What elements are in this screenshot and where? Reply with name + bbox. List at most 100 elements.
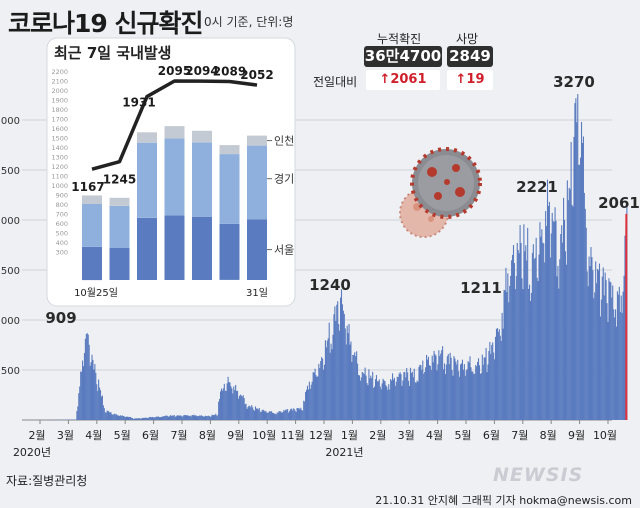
main-daily-bar	[508, 302, 509, 420]
main-daily-bar	[568, 200, 569, 420]
main-daily-bar	[310, 389, 311, 420]
inset-y-tick-label: 1300	[51, 154, 68, 162]
main-daily-bar	[143, 418, 144, 420]
main-daily-bar	[615, 309, 616, 420]
main-daily-bar	[196, 416, 197, 420]
main-daily-bar	[366, 376, 367, 420]
main-daily-bar	[554, 222, 555, 420]
main-daily-bar	[430, 366, 431, 420]
main-daily-bar	[344, 314, 345, 420]
main-daily-bar	[158, 416, 159, 420]
main-daily-bar	[391, 381, 392, 420]
main-daily-bar	[331, 344, 332, 420]
main-daily-bar	[283, 410, 284, 420]
main-daily-bar	[183, 415, 184, 420]
main-daily-bar	[434, 351, 435, 420]
main-daily-bar	[409, 386, 410, 420]
inset-series-label: 인천	[274, 134, 294, 148]
main-daily-bar	[387, 390, 388, 420]
main-daily-bar	[265, 411, 266, 420]
main-daily-bar	[478, 358, 479, 420]
main-daily-bar	[435, 354, 436, 420]
main-daily-bar	[358, 375, 359, 420]
main-daily-bar	[496, 329, 497, 420]
main-daily-bar	[186, 415, 187, 420]
main-daily-bar	[485, 358, 486, 420]
main-daily-bar	[576, 122, 577, 420]
main-daily-bar	[239, 396, 240, 420]
main-daily-bar	[410, 368, 411, 420]
main-daily-bar	[174, 415, 175, 420]
main-daily-bar	[252, 407, 253, 420]
main-daily-bar	[332, 335, 333, 420]
main-daily-bar	[483, 365, 484, 420]
main-daily-bar	[77, 406, 78, 420]
main-daily-bar	[231, 388, 232, 420]
main-daily-bar	[262, 410, 263, 420]
main-daily-bar	[166, 415, 167, 420]
main-daily-bar	[294, 409, 295, 420]
inset-bar-segment	[165, 126, 185, 138]
main-daily-bar	[162, 417, 163, 420]
main-year-label: 2021년	[325, 446, 363, 459]
inset-y-tick-label: 1200	[51, 163, 68, 171]
main-daily-bar	[400, 372, 401, 420]
main-daily-bar	[112, 415, 113, 420]
main-daily-bar	[600, 317, 601, 420]
main-daily-bar	[563, 198, 564, 420]
main-daily-bar	[195, 415, 196, 420]
main-daily-bar	[534, 259, 535, 420]
main-daily-bar	[345, 328, 346, 420]
main-daily-bar	[235, 385, 236, 420]
main-daily-bar	[495, 337, 496, 420]
main-daily-bar	[86, 334, 87, 420]
source-note: 자료:질병관리청	[6, 472, 87, 489]
main-daily-bar	[115, 414, 116, 420]
main-daily-bar	[132, 418, 133, 420]
main-daily-bar	[348, 333, 349, 420]
main-daily-bar	[120, 415, 121, 420]
main-daily-bar	[518, 250, 519, 420]
main-daily-bar	[454, 358, 455, 420]
main-daily-bar	[225, 391, 226, 420]
main-daily-bar	[282, 412, 283, 420]
main-daily-bar	[531, 293, 532, 420]
main-y-tick-label: 2000	[0, 216, 20, 227]
main-daily-bar	[296, 412, 297, 420]
newsis-logo: NEWSIS	[493, 464, 583, 486]
main-daily-bar	[473, 374, 474, 420]
inset-y-tick-label: 1100	[51, 173, 68, 181]
main-daily-bar	[362, 372, 363, 420]
main-daily-bar	[177, 416, 178, 420]
main-daily-bar	[407, 372, 408, 420]
main-daily-bar	[589, 266, 590, 420]
main-month-label: 11월	[281, 429, 305, 442]
inset-bar-segment	[82, 247, 102, 280]
main-y-tick-label: 3000	[0, 116, 20, 127]
main-daily-bar	[532, 253, 533, 420]
main-daily-bar	[498, 332, 499, 420]
main-daily-bar	[589, 257, 590, 420]
main-daily-bar	[106, 413, 107, 420]
main-month-label: 9월	[568, 429, 585, 442]
main-daily-bar	[560, 234, 561, 420]
inset-y-tick-label: 900	[56, 192, 68, 200]
inset-bar-segment	[137, 143, 157, 218]
main-daily-bar	[524, 251, 525, 420]
inset-y-tick-label: 1700	[51, 116, 68, 124]
main-daily-bar	[392, 373, 393, 420]
main-y-tick-label: 1500	[0, 266, 20, 277]
main-daily-bar	[357, 364, 358, 420]
main-daily-bar	[365, 368, 366, 420]
main-daily-bar	[111, 414, 112, 420]
main-daily-bar	[489, 342, 490, 420]
main-daily-bar	[108, 411, 109, 420]
main-daily-bar	[359, 375, 360, 420]
main-daily-bar	[459, 377, 460, 420]
main-daily-bar	[323, 370, 324, 420]
main-daily-bar	[119, 416, 120, 420]
main-daily-bar	[108, 412, 109, 420]
main-daily-bar	[427, 360, 428, 420]
main-daily-bar	[318, 364, 319, 420]
main-daily-bar	[207, 416, 208, 420]
